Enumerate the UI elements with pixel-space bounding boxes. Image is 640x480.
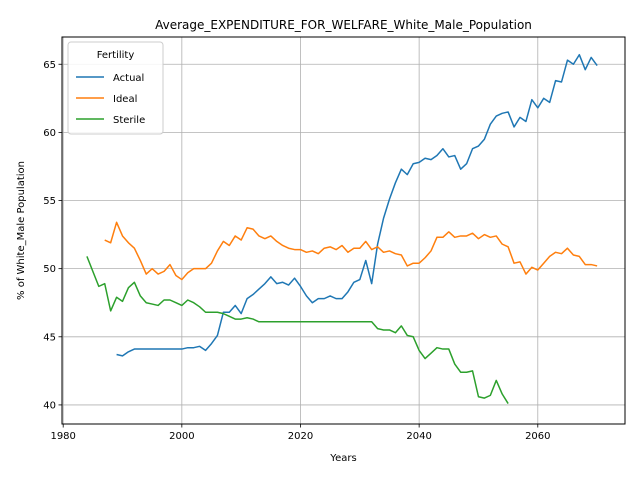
plot-frame (61, 36, 626, 425)
series-line-actual (116, 53, 598, 357)
series-line-ideal (104, 221, 598, 281)
legend-label-sterile: Sterile (113, 115, 145, 126)
chart-title: Average_EXPENDITURE_FOR_WELFARE_White_Ma… (155, 18, 532, 32)
legend-box (67, 41, 164, 135)
legend-items: Actual Ideal Sterile (76, 73, 145, 126)
x-tick-label: 2020 (288, 431, 313, 442)
series-line-sterile (86, 256, 509, 404)
y-tick-label: 55 (43, 196, 56, 207)
y-tick-label: 40 (43, 400, 56, 411)
y-axis-label: % of White_Male Population (16, 161, 27, 300)
x-tick-label: 2000 (169, 431, 194, 442)
y-tick-label: 45 (43, 332, 56, 343)
legend: Fertility Actual Ideal Sterile (67, 41, 164, 135)
x-axis-label: Years (329, 453, 356, 464)
series-lines (86, 53, 598, 404)
legend-label-ideal: Ideal (113, 94, 137, 105)
x-tick-label: 1980 (50, 431, 75, 442)
grid-lines (62, 37, 625, 424)
legend-title: Fertility (97, 50, 135, 61)
legend-label-actual: Actual (113, 73, 144, 84)
x-tick-label: 2060 (525, 431, 550, 442)
y-tick-label: 60 (43, 128, 56, 139)
axis-ticks: 1980 2000 2020 2040 2060 40 45 50 55 60 65 (43, 60, 550, 442)
y-tick-label: 50 (43, 264, 56, 275)
y-tick-label: 65 (43, 60, 56, 71)
x-tick-label: 2040 (406, 431, 431, 442)
